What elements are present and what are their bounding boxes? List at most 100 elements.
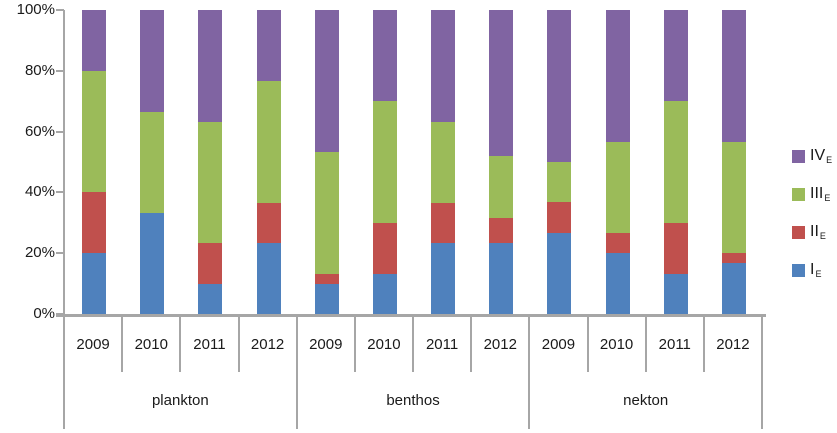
segment-I-plankton-2010 bbox=[140, 212, 165, 314]
segment-I-plankton-2009 bbox=[82, 253, 107, 314]
segment-IV-nekton-2012 bbox=[721, 10, 746, 142]
segment-IV-plankton-2010 bbox=[140, 10, 165, 112]
year-cell-nekton-2009: 2009 bbox=[530, 316, 589, 372]
segment-I-nekton-2010 bbox=[605, 253, 630, 314]
bar-nekton-2009 bbox=[547, 10, 572, 314]
segment-II-nekton-2010 bbox=[605, 232, 630, 254]
segment-IV-plankton-2009 bbox=[82, 10, 107, 71]
segment-III-plankton-2012 bbox=[256, 81, 281, 203]
year-cell-benthos-2009: 2009 bbox=[298, 316, 356, 372]
segment-II-benthos-2009 bbox=[314, 273, 339, 284]
segment-I-benthos-2011 bbox=[431, 243, 456, 314]
legend-item-III: IIIE bbox=[792, 185, 831, 203]
segment-IV-nekton-2010 bbox=[605, 10, 630, 142]
segment-III-benthos-2011 bbox=[431, 121, 456, 203]
bar-plankton-2011 bbox=[198, 10, 223, 314]
legend-label-II: IIE bbox=[810, 223, 826, 241]
segment-III-nekton-2009 bbox=[547, 162, 572, 203]
segment-III-plankton-2009 bbox=[82, 70, 107, 193]
segment-IV-nekton-2009 bbox=[547, 10, 572, 163]
legend-swatch-I bbox=[792, 264, 805, 277]
legend-subscript-III: E bbox=[824, 193, 831, 203]
legend-swatch-II bbox=[792, 226, 805, 239]
y-axis-label: 60% bbox=[24, 122, 55, 140]
y-axis-tick bbox=[56, 9, 64, 11]
years-row-benthos: 2009 2010 2011 2012 bbox=[298, 316, 529, 372]
plot-area bbox=[65, 10, 763, 314]
segment-II-benthos-2011 bbox=[431, 202, 456, 244]
category-group-benthos: 2009 2010 2011 2012 benthos bbox=[298, 316, 531, 429]
year-cell-nekton-2011: 2011 bbox=[647, 316, 705, 372]
legend: IVE IIIE IIE IE bbox=[792, 147, 833, 279]
segment-III-plankton-2010 bbox=[140, 111, 165, 213]
legend-swatch-IV bbox=[792, 150, 805, 163]
legend-label-I: IE bbox=[810, 261, 822, 279]
year-cell-nekton-2012: 2012 bbox=[716, 335, 750, 353]
segment-I-benthos-2010 bbox=[372, 273, 397, 314]
segment-III-nekton-2011 bbox=[663, 101, 688, 223]
segment-III-plankton-2011 bbox=[198, 121, 223, 244]
segment-II-nekton-2009 bbox=[547, 202, 572, 233]
segment-IV-plankton-2011 bbox=[198, 10, 223, 122]
category-axis: 2009 2010 2011 2012 plankton 2009 2010 2011 2012… bbox=[63, 316, 764, 429]
segment-I-nekton-2009 bbox=[547, 232, 572, 314]
x-axis-line bbox=[56, 314, 766, 317]
segment-IV-benthos-2009 bbox=[314, 10, 339, 152]
bar-nekton-2012 bbox=[721, 10, 746, 314]
segment-I-nekton-2012 bbox=[721, 263, 746, 314]
category-group-nekton: 2009 2010 2011 2012 nekton bbox=[530, 316, 764, 429]
bar-benthos-2011 bbox=[431, 10, 456, 314]
segment-I-benthos-2012 bbox=[489, 243, 514, 314]
year-cell-benthos-2011: 2011 bbox=[414, 316, 473, 372]
y-axis-tick bbox=[56, 191, 64, 194]
legend-label-IV: IVE bbox=[810, 147, 833, 165]
y-axis-label: 0% bbox=[33, 305, 55, 322]
y-axis-tick bbox=[56, 252, 64, 255]
y-axis-tick bbox=[56, 69, 64, 72]
bar-benthos-2012 bbox=[489, 10, 514, 314]
segment-II-nekton-2011 bbox=[663, 222, 688, 274]
legend-item-I: IE bbox=[792, 261, 831, 279]
segment-I-benthos-2009 bbox=[314, 283, 339, 314]
segment-II-benthos-2010 bbox=[372, 222, 397, 274]
segment-IV-nekton-2011 bbox=[663, 10, 688, 102]
segment-III-nekton-2010 bbox=[605, 141, 630, 233]
legend-subscript-II: E bbox=[819, 231, 826, 241]
bar-plankton-2010 bbox=[140, 10, 165, 314]
legend-swatch-III bbox=[792, 188, 805, 201]
years-row-plankton: 2009 2010 2011 2012 bbox=[65, 316, 296, 372]
bar-benthos-2009 bbox=[314, 10, 339, 314]
y-axis-label: 20% bbox=[24, 244, 55, 262]
bar-plankton-2012 bbox=[256, 10, 281, 314]
year-cell-benthos-2012: 2012 bbox=[483, 335, 517, 353]
legend-item-II: IIE bbox=[792, 223, 831, 241]
bar-nekton-2010 bbox=[605, 10, 630, 314]
legend-subscript-IV: E bbox=[826, 155, 833, 165]
year-cell-plankton-2011: 2011 bbox=[181, 316, 240, 372]
y-axis-label: 100% bbox=[16, 1, 55, 18]
bar-nekton-2011 bbox=[663, 10, 688, 314]
bar-benthos-2010 bbox=[372, 10, 397, 314]
year-cell-plankton-2012: 2012 bbox=[250, 335, 285, 353]
group-label-benthos: benthos bbox=[386, 392, 440, 409]
legend-item-IV: IVE bbox=[792, 147, 833, 165]
segment-I-nekton-2011 bbox=[663, 273, 688, 314]
segment-III-benthos-2012 bbox=[489, 155, 514, 218]
segment-II-nekton-2012 bbox=[721, 253, 746, 264]
segment-III-benthos-2009 bbox=[314, 151, 339, 274]
y-axis-label: 80% bbox=[24, 61, 55, 79]
group-label-nekton: nekton bbox=[623, 392, 669, 409]
segment-III-benthos-2010 bbox=[372, 101, 397, 223]
legend-subscript-I: E bbox=[815, 269, 822, 279]
segment-IV-benthos-2011 bbox=[431, 10, 456, 122]
segment-IV-benthos-2010 bbox=[372, 10, 397, 102]
segment-I-plankton-2011 bbox=[198, 283, 223, 314]
legend-label-III: IIIE bbox=[810, 185, 831, 203]
segment-III-nekton-2012 bbox=[721, 141, 746, 254]
segment-II-plankton-2012 bbox=[256, 202, 281, 244]
year-cell-plankton-2009: 2009 bbox=[65, 316, 124, 372]
y-axis-line bbox=[63, 10, 65, 316]
segment-II-plankton-2011 bbox=[198, 243, 223, 284]
year-cell-nekton-2010: 2010 bbox=[589, 316, 647, 372]
